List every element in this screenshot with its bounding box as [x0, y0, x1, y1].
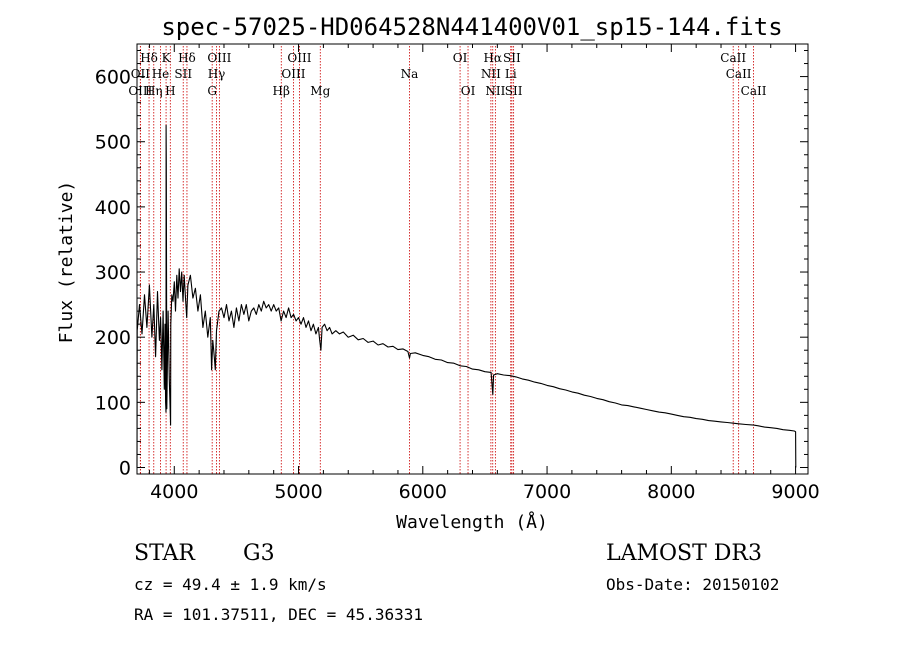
survey-name: LAMOST DR3	[606, 541, 762, 566]
spectrum-layer	[136, 124, 797, 468]
line-label-25: NII	[485, 84, 505, 98]
line-label-27: CaII	[741, 84, 767, 98]
line-label-24: OI	[461, 84, 476, 98]
y-tick-label-3: 300	[95, 262, 131, 284]
plot-frame	[136, 43, 809, 475]
line-label-3: OIII	[207, 51, 231, 65]
x-axis: 4000 5000 6000 7000 8000 9000	[148, 44, 820, 503]
line-label-19: Hη	[145, 84, 163, 98]
spectral-line-markers	[139, 46, 754, 474]
line-label-11: SII	[174, 67, 192, 81]
line-label-14: Na	[401, 67, 419, 81]
x-axis-label: Wavelength (Å)	[396, 511, 548, 533]
line-label-2: Hδ	[178, 51, 196, 65]
line-label-21: G	[207, 84, 217, 98]
y-tick-label-5: 500	[95, 132, 131, 154]
line-label-26: SII	[505, 84, 523, 98]
line-label-5: OI	[453, 51, 468, 65]
line-label-9: OII	[131, 67, 151, 81]
chart-title: spec-57025-HD064528N441400V01_sp15-144.f…	[161, 13, 782, 41]
y-axis-label: Flux (relative)	[56, 181, 77, 344]
y-tick-label-2: 200	[95, 327, 131, 349]
line-label-7: SII	[503, 51, 521, 65]
redshift-readout: cz = 49.4 ± 1.9 km/s	[134, 575, 327, 594]
line-label-1: K	[162, 51, 172, 65]
line-label-10: He	[152, 67, 170, 81]
line-label-20: H	[165, 84, 175, 98]
line-label-15: NII	[481, 67, 501, 81]
x-tick-label-2: 6000	[399, 481, 447, 503]
y-tick-label-4: 400	[95, 197, 131, 219]
x-tick-label-5: 9000	[771, 481, 819, 503]
line-label-22: Hβ	[273, 84, 290, 98]
y-tick-label-0: 0	[119, 457, 131, 479]
line-label-23: Mg	[310, 84, 330, 98]
x-tick-label-4: 8000	[647, 481, 695, 503]
line-label-4: OIII	[287, 51, 311, 65]
line-label-18: OIII	[128, 84, 152, 98]
object-subclass: G3	[243, 541, 275, 566]
line-label-6: Hα	[483, 51, 502, 65]
line-label-16: Li	[505, 67, 517, 81]
x-tick-label-3: 7000	[523, 481, 571, 503]
line-label-17: CaII	[726, 67, 752, 81]
obs-date: Obs-Date: 20150102	[606, 575, 779, 594]
x-tick-label-0: 4000	[150, 481, 198, 503]
x-tick-label-1: 5000	[274, 481, 322, 503]
line-label-0: Hδ	[140, 51, 158, 65]
coordinates: RA = 101.37511, DEC = 45.36331	[134, 605, 423, 624]
line-label-12: Hγ	[208, 67, 226, 81]
y-axis: 0 100 200 300 400 500 600	[95, 50, 808, 479]
spectrum-line	[136, 124, 797, 468]
y-tick-label-1: 100	[95, 392, 131, 414]
object-class: STAR	[134, 541, 196, 566]
line-label-8: CaII	[720, 51, 746, 65]
y-tick-label-6: 600	[95, 67, 131, 89]
line-label-13: OIII	[281, 67, 305, 81]
